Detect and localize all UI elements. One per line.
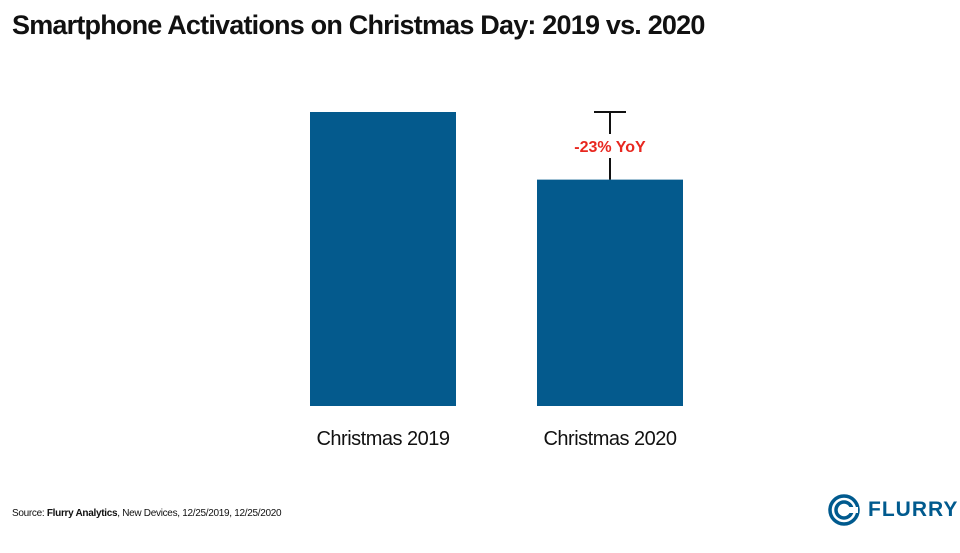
flurry-logo-text: FLURRY <box>868 498 959 521</box>
x-tick-label: Christmas 2019 <box>316 428 449 450</box>
yoy-annotation: -23% YoY <box>574 139 646 156</box>
bar-1 <box>310 112 456 406</box>
flurry-logo-icon <box>828 494 860 526</box>
source-org: Flurry Analytics <box>46 508 118 519</box>
source-prefix: Source: <box>12 508 47 519</box>
source-detail: , New Devices, 12/25/2019, 12/25/2020 <box>117 508 282 519</box>
chart-title: Smartphone Activations on Christmas Day:… <box>12 10 705 40</box>
flurry-logo: FLURRY <box>828 494 958 526</box>
source-note: Source: Flurry Analytics, New Devices, 1… <box>12 508 282 519</box>
bar-2 <box>537 179 683 406</box>
x-tick-label: Christmas 2020 <box>543 428 676 450</box>
